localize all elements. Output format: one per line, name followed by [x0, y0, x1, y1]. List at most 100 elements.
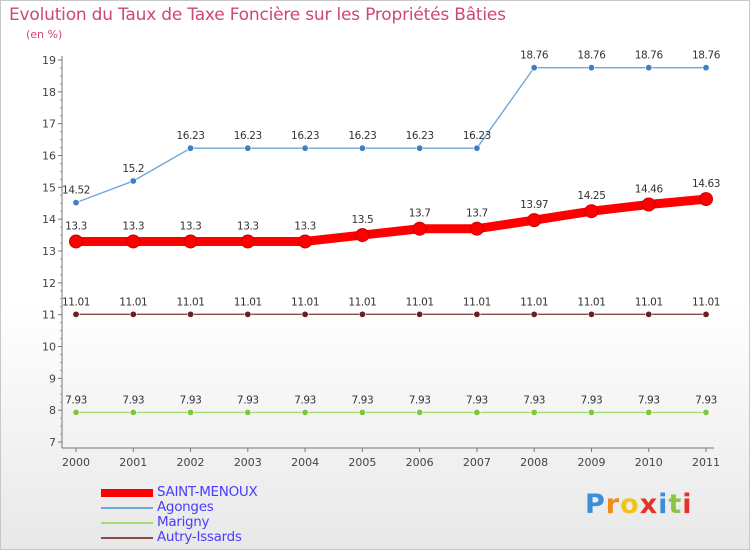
data-point: [301, 310, 309, 318]
data-point: [72, 408, 80, 416]
data-point: [645, 310, 653, 318]
y-tick-label: 18: [42, 86, 56, 99]
data-label: 18.76: [577, 50, 606, 62]
data-point: [301, 408, 309, 416]
data-label: 11.01: [635, 296, 663, 308]
data-point: [416, 408, 424, 416]
data-label: 11.01: [119, 296, 147, 308]
data-point: [244, 408, 252, 416]
data-point: [355, 228, 370, 243]
data-label: 15.2: [122, 163, 144, 175]
y-tick-label: 14: [42, 213, 56, 226]
logo-letter: o: [620, 489, 640, 520]
data-label: 14.46: [635, 184, 664, 196]
data-point: [187, 144, 195, 152]
proxiti-logo: Proxiti: [585, 489, 693, 520]
data-label: 7.93: [409, 394, 431, 406]
data-point: [530, 408, 538, 416]
data-label: 14.52: [62, 185, 90, 197]
data-point: [699, 192, 713, 207]
series-line-saint-menoux: [71, 194, 711, 246]
data-point: [702, 310, 710, 318]
data-label: 11.01: [234, 296, 262, 308]
chart-unit: (en %): [26, 28, 63, 41]
data-label: 14.25: [577, 190, 605, 202]
data-point: [702, 408, 710, 416]
data-point: [416, 144, 424, 152]
data-point: [187, 310, 195, 318]
data-point: [473, 144, 481, 152]
y-tick-label: 16: [42, 150, 56, 163]
data-label: 7.93: [65, 394, 87, 406]
data-label: 7.93: [523, 394, 545, 406]
legend-swatch: [101, 507, 153, 509]
data-label: 7.93: [466, 394, 488, 406]
data-label: 7.93: [237, 394, 259, 406]
data-label: 11.01: [62, 296, 90, 308]
chart-title: Evolution du Taux de Taxe Foncière sur l…: [9, 5, 506, 25]
data-point: [301, 144, 309, 152]
logo-letter: P: [585, 489, 606, 520]
x-tick-label: 2002: [177, 456, 205, 469]
data-label: 11.01: [291, 296, 319, 308]
data-label: 18.76: [520, 50, 549, 62]
y-tick-label: 11: [42, 309, 56, 322]
data-label: 18.76: [635, 50, 664, 62]
y-tick-label: 7: [49, 436, 56, 449]
data-label: 13.3: [294, 220, 316, 232]
data-label: 16.23: [177, 130, 205, 142]
data-label: 7.93: [180, 394, 202, 406]
y-tick-label: 13: [42, 245, 56, 258]
logo-letter: r: [605, 489, 621, 520]
x-tick-label: 2000: [62, 456, 90, 469]
data-point: [702, 64, 710, 72]
y-tick-label: 15: [42, 181, 56, 194]
data-point: [183, 234, 198, 249]
data-label: 16.23: [291, 130, 319, 142]
data-point: [645, 408, 653, 416]
data-label: 13.7: [409, 208, 431, 220]
data-point: [641, 197, 656, 212]
x-tick-label: 2003: [234, 456, 262, 469]
x-tick-label: 2006: [406, 456, 434, 469]
x-tick-label: 2009: [577, 456, 605, 469]
logo-letter: i: [682, 489, 693, 520]
data-label: 11.01: [692, 296, 720, 308]
legend-swatch: [101, 537, 153, 539]
data-point: [530, 310, 538, 318]
x-tick-label: 2007: [463, 456, 491, 469]
data-label: 11.01: [177, 296, 205, 308]
data-label: 7.93: [695, 394, 717, 406]
data-label: 7.93: [351, 394, 373, 406]
data-label: 13.3: [180, 220, 202, 232]
data-point: [126, 234, 141, 249]
legend-label: Marigny: [157, 514, 210, 530]
data-point: [358, 408, 366, 416]
data-label: 7.93: [122, 394, 144, 406]
data-label: 16.23: [406, 130, 434, 142]
data-label: 7.93: [294, 394, 316, 406]
data-point: [129, 408, 137, 416]
data-label: 13.3: [65, 220, 87, 232]
series-line-agonges: [75, 66, 707, 204]
data-point: [587, 408, 595, 416]
data-label: 11.01: [348, 296, 376, 308]
data-point: [298, 234, 313, 249]
data-point: [244, 144, 252, 152]
data-label: 11.01: [406, 296, 434, 308]
data-label: 13.3: [237, 220, 259, 232]
x-tick-label: 2004: [291, 456, 319, 469]
data-label: 16.23: [234, 130, 262, 142]
data-point: [72, 199, 80, 207]
x-tick-label: 2011: [692, 456, 720, 469]
data-point: [240, 234, 255, 249]
logo-letter: i: [658, 489, 669, 520]
data-point: [473, 310, 481, 318]
data-point: [72, 310, 80, 318]
y-tick-label: 12: [42, 277, 56, 290]
data-point: [645, 64, 653, 72]
data-point: [587, 310, 595, 318]
data-label: 13.97: [520, 199, 548, 211]
y-tick-label: 10: [42, 341, 56, 354]
